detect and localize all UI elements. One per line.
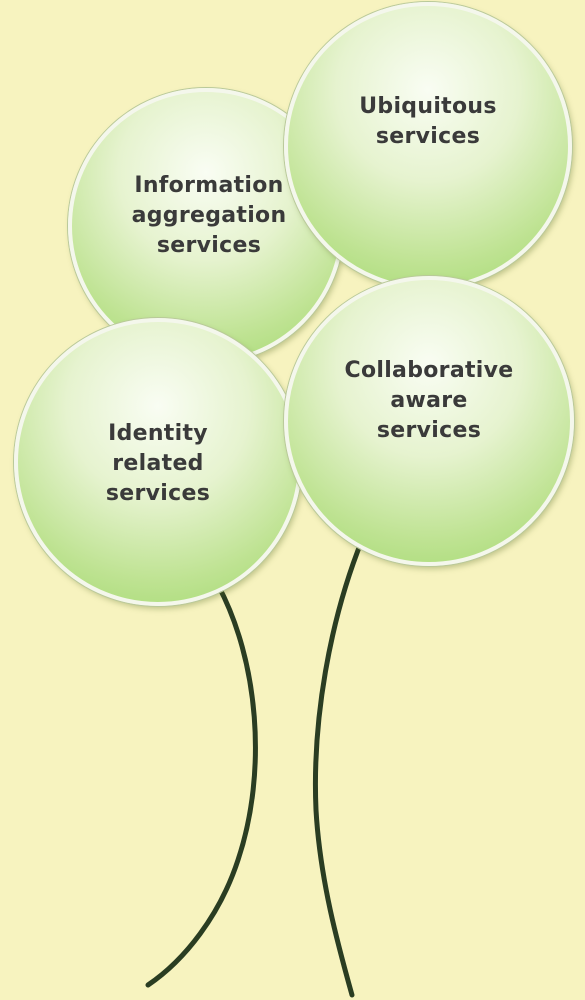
- balloon-ubiquitous: Ubiquitous services: [284, 2, 572, 290]
- balloon-collaborative-aware: Collaborative aware services: [284, 276, 574, 566]
- label-line: aware: [390, 388, 468, 413]
- balloon-label: Ubiquitous services: [359, 92, 497, 152]
- label-line: related: [112, 451, 204, 476]
- label-line: aggregation: [131, 203, 287, 228]
- label-line: Information: [134, 173, 284, 198]
- stem-right: [312, 537, 365, 998]
- balloon-label: Information aggregation services: [132, 171, 287, 261]
- label-line: services: [376, 418, 482, 443]
- label-line: Ubiquitous: [359, 94, 497, 119]
- label-line: services: [156, 233, 262, 258]
- label-line: services: [375, 124, 481, 149]
- label-line: Identity: [108, 421, 208, 446]
- balloon-identity-related: Identity related services: [14, 318, 302, 606]
- label-line: Collaborative: [344, 358, 514, 383]
- balloon-label: Identity related services: [106, 419, 210, 509]
- balloon-label: Collaborative aware services: [345, 356, 514, 446]
- label-line: services: [105, 481, 211, 506]
- stem-left: [145, 582, 258, 988]
